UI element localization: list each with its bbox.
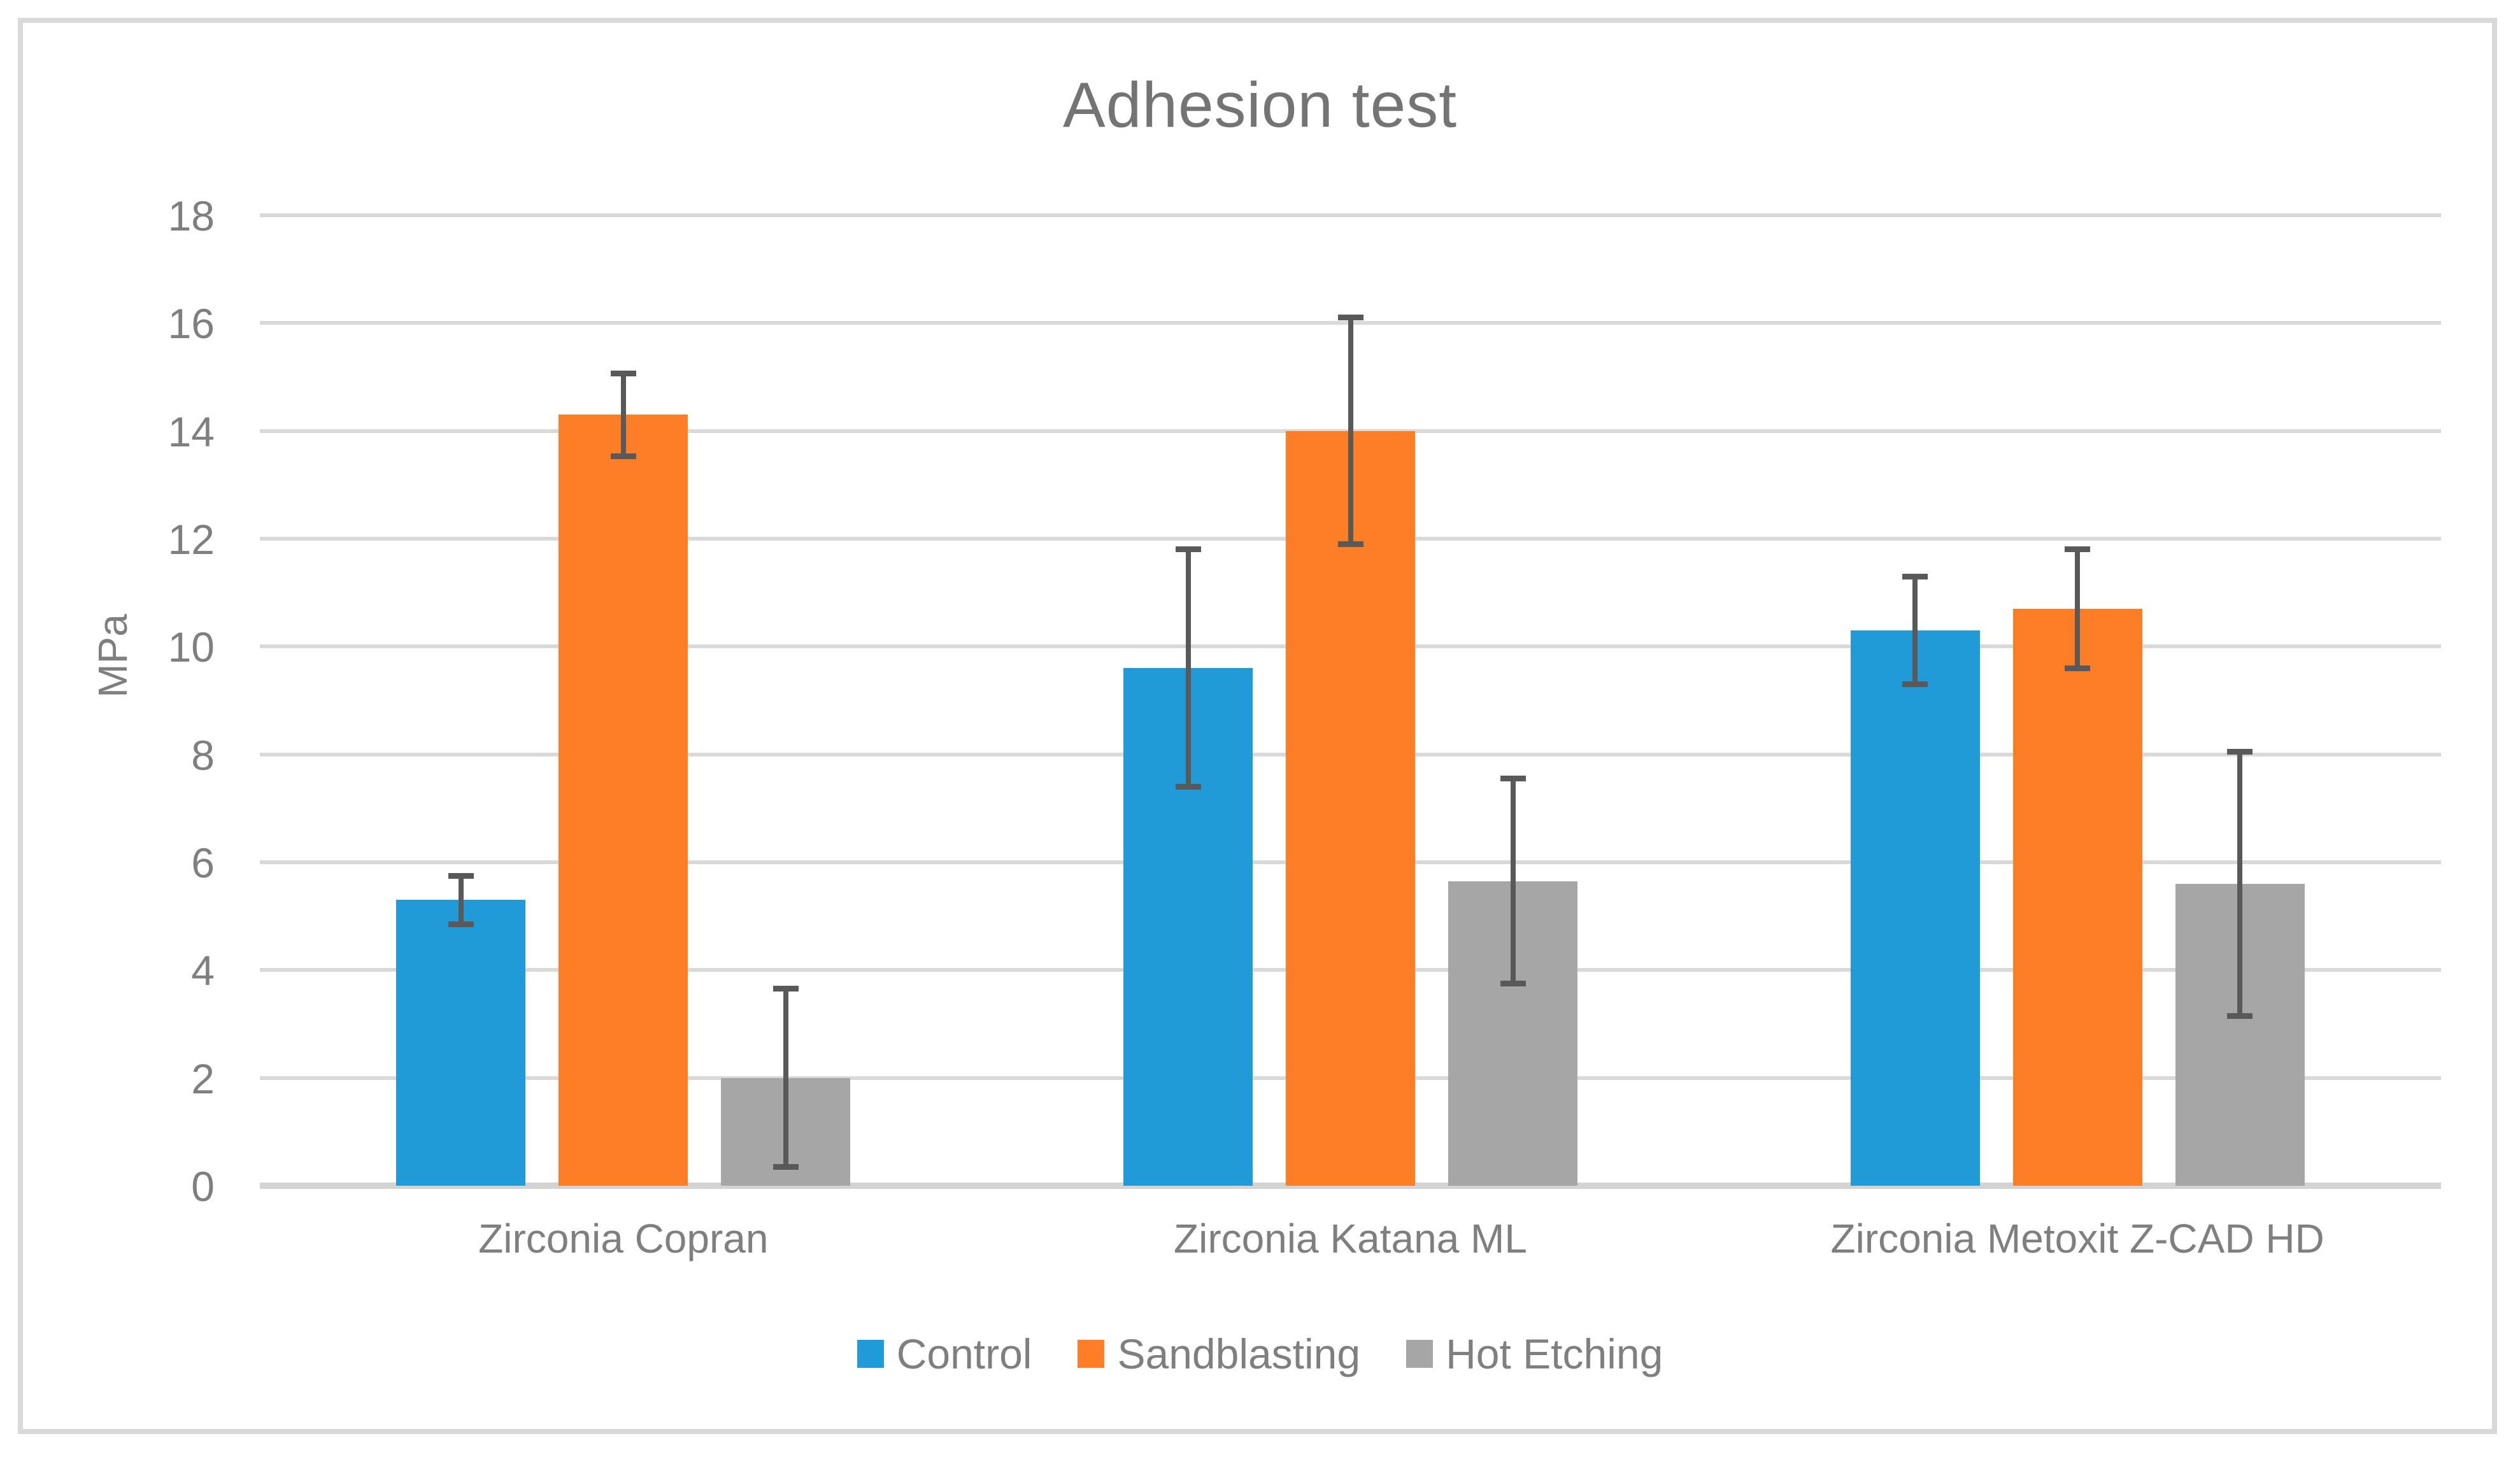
y-tick-label-2: 2: [191, 1055, 215, 1102]
y-tick-label-16: 16: [167, 300, 215, 348]
y-tick-label-14: 14: [167, 408, 215, 455]
chart-title: Adhesion test: [1063, 69, 1457, 141]
bar-control-zirconia-copran: [396, 900, 526, 1186]
error-bar-sandblasting-zirconia-copran: [620, 373, 626, 457]
legend-item-control: Control: [857, 1330, 1032, 1378]
error-cap-top-sandblasting-zirconia-metoxit-z-cad-hd: [2065, 546, 2091, 553]
bar-sandblasting-zirconia-katana-ml: [1286, 430, 1415, 1186]
error-bar-control-zirconia-copran: [458, 876, 464, 925]
error-cap-bottom-control-zirconia-katana-ml: [1175, 783, 1201, 790]
error-cap-top-hot-etching-zirconia-metoxit-z-cad-hd: [2227, 748, 2253, 755]
legend-swatch-control: [857, 1340, 884, 1368]
x-axis-line: [260, 1183, 2441, 1189]
y-tick-label-10: 10: [167, 623, 215, 671]
error-cap-bottom-hot-etching-zirconia-katana-ml: [1500, 981, 1526, 986]
error-cap-top-control-zirconia-metoxit-z-cad-hd: [1902, 573, 1928, 579]
y-tick-label-18: 18: [167, 192, 215, 239]
category-label-zirconia-copran: Zirconia Copran: [478, 1216, 769, 1262]
error-bar-sandblasting-zirconia-katana-ml: [1348, 317, 1353, 544]
error-cap-top-control-zirconia-katana-ml: [1175, 546, 1201, 553]
legend: Control Sandblasting Hot Etching: [0, 1330, 2520, 1378]
error-bar-control-zirconia-metoxit-z-cad-hd: [1912, 576, 1918, 685]
legend-label-sandblasting: Sandblasting: [1117, 1330, 1361, 1377]
legend-item-hot-etching: Hot Etching: [1406, 1330, 1663, 1378]
category-label-zirconia-metoxit-z-cad-hd: Zirconia Metoxit Z-CAD HD: [1830, 1216, 2324, 1262]
error-cap-top-sandblasting-zirconia-katana-ml: [1337, 315, 1363, 321]
error-cap-bottom-control-zirconia-metoxit-z-cad-hd: [1902, 681, 1928, 688]
y-tick-label-12: 12: [167, 516, 215, 563]
error-bar-hot-etching-zirconia-metoxit-z-cad-hd: [2237, 751, 2243, 1016]
error-cap-bottom-hot-etching-zirconia-copran: [772, 1163, 799, 1170]
error-cap-top-hot-etching-zirconia-katana-ml: [1500, 776, 1526, 782]
category-label-zirconia-katana-ml: Zirconia Katana ML: [1174, 1216, 1527, 1262]
y-tick-label-6: 6: [191, 839, 215, 886]
bar-sandblasting-zirconia-metoxit-z-cad-hd: [2012, 609, 2142, 1186]
bar-control-zirconia-metoxit-z-cad-hd: [1850, 630, 1980, 1186]
error-cap-top-hot-etching-zirconia-copran: [772, 986, 799, 992]
bar-sandblasting-zirconia-copran: [559, 415, 688, 1186]
error-cap-bottom-control-zirconia-copran: [448, 921, 474, 927]
error-cap-bottom-sandblasting-zirconia-metoxit-z-cad-hd: [2065, 665, 2091, 671]
legend-swatch-sandblasting: [1078, 1340, 1105, 1368]
y-tick-label-4: 4: [191, 947, 215, 995]
error-cap-bottom-sandblasting-zirconia-katana-ml: [1337, 541, 1363, 547]
error-cap-bottom-sandblasting-zirconia-copran: [610, 453, 636, 459]
error-bar-hot-etching-zirconia-copran: [783, 988, 788, 1167]
error-cap-top-sandblasting-zirconia-copran: [610, 370, 636, 376]
error-bar-control-zirconia-katana-ml: [1185, 549, 1191, 787]
gridline-18: [260, 213, 2441, 217]
y-tick-label-0: 0: [191, 1163, 215, 1210]
legend-item-sandblasting: Sandblasting: [1078, 1330, 1360, 1378]
legend-label-hot-etching: Hot Etching: [1446, 1330, 1663, 1377]
legend-label-control: Control: [896, 1330, 1032, 1377]
error-bar-hot-etching-zirconia-katana-ml: [1510, 778, 1516, 984]
y-tick-label-8: 8: [191, 731, 215, 779]
legend-swatch-hot-etching: [1406, 1340, 1434, 1368]
error-bar-sandblasting-zirconia-metoxit-z-cad-hd: [2075, 549, 2081, 669]
error-cap-bottom-hot-etching-zirconia-metoxit-z-cad-hd: [2227, 1013, 2253, 1019]
error-cap-top-control-zirconia-copran: [448, 872, 474, 879]
